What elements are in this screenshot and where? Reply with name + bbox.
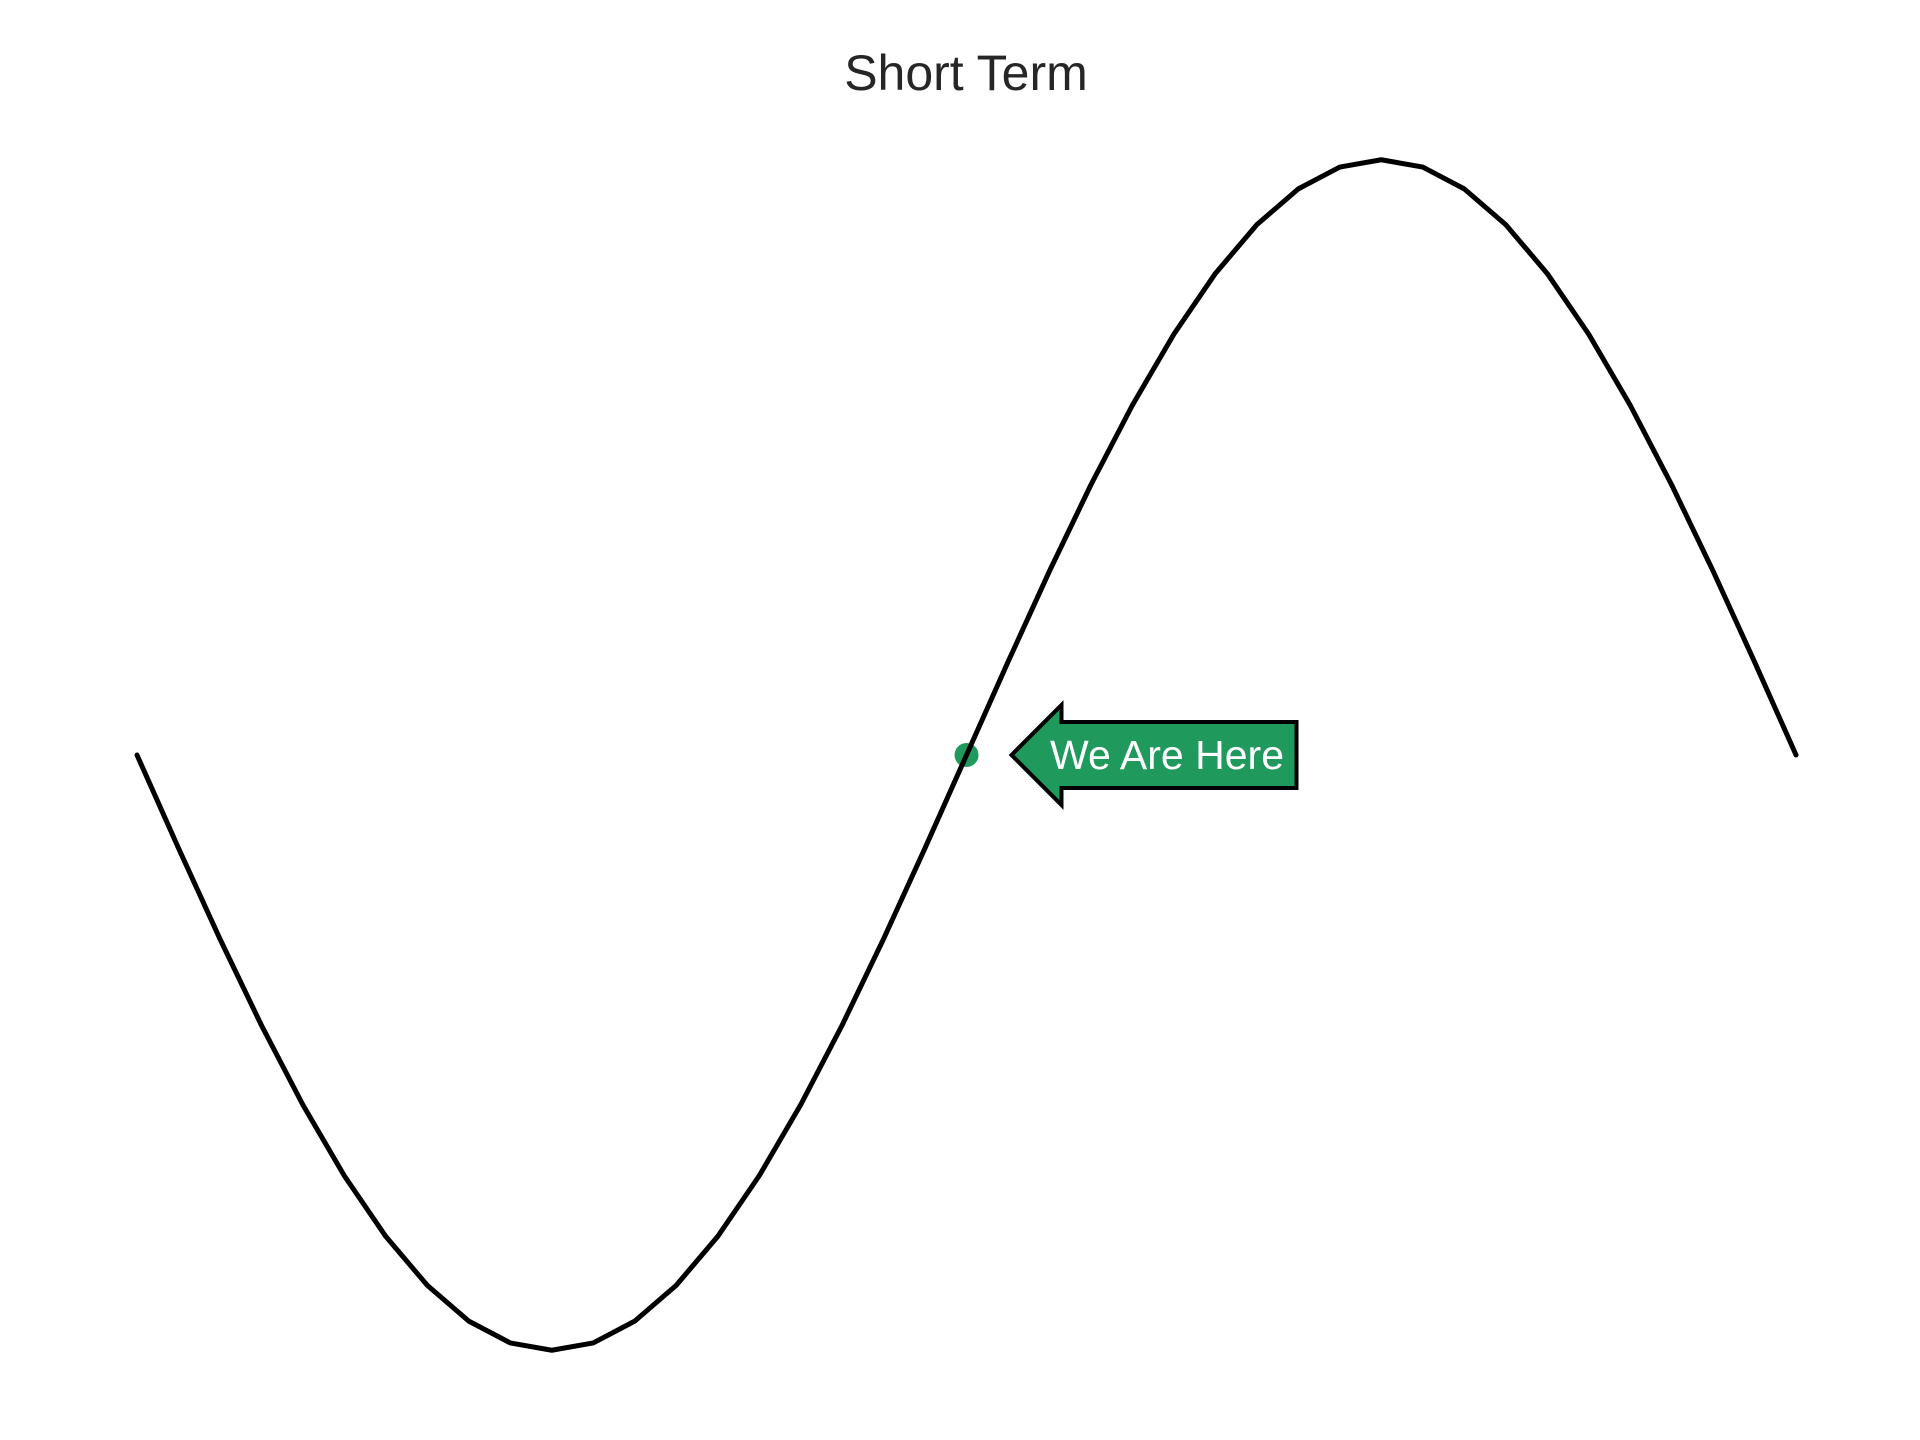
series-line-0	[134, 157, 1799, 1353]
annotation-label: We Are Here	[1050, 732, 1284, 778]
chart-title: Short Term	[844, 45, 1088, 101]
annotation-layer: We Are Here	[1008, 700, 1299, 810]
annotation-arrow-box	[1008, 700, 1299, 810]
series-layer	[134, 157, 1799, 1353]
